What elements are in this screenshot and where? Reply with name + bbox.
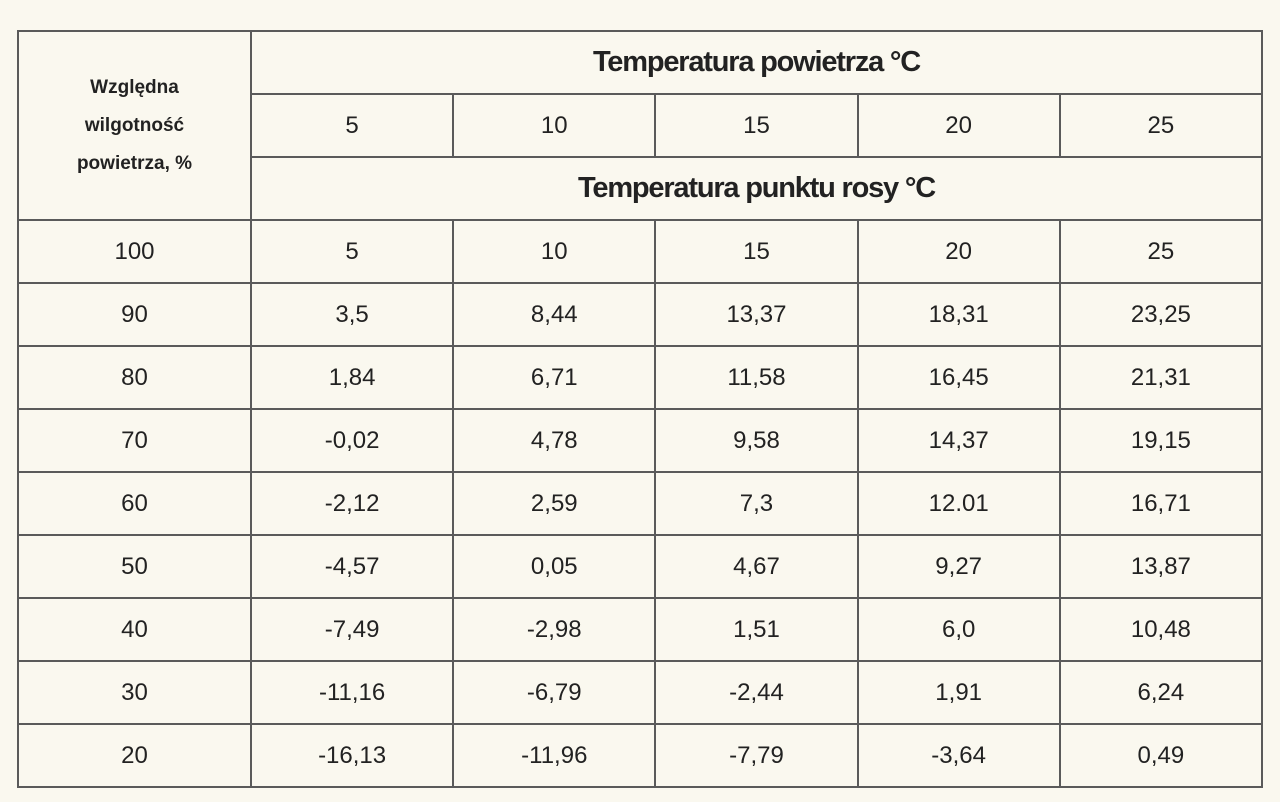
dew-point-cell: 25 bbox=[1058, 219, 1264, 284]
humidity-cell: 60 bbox=[17, 471, 252, 536]
dew-point-cell: 4,78 bbox=[452, 408, 657, 473]
dew-point-cell: -11,96 bbox=[452, 723, 657, 788]
data-row: 40 -7,49 -2,98 1,51 6,0 10,48 bbox=[17, 597, 1264, 662]
dew-point-cell: -2,12 bbox=[249, 471, 455, 536]
dew-point-cell: 7,3 bbox=[654, 471, 859, 536]
air-temp-cell: 20 bbox=[856, 93, 1061, 158]
data-row: 100 5 10 15 20 25 bbox=[17, 219, 1264, 284]
dew-point-cell: 16,71 bbox=[1058, 471, 1264, 536]
dew-point-cell: 9,27 bbox=[856, 534, 1061, 599]
dew-point-cell: -16,13 bbox=[249, 723, 455, 788]
dew-point-cell: 10 bbox=[452, 219, 657, 284]
data-row: 60 -2,12 2,59 7,3 12.01 16,71 bbox=[17, 471, 1264, 536]
dew-point-cell: -3,64 bbox=[856, 723, 1061, 788]
dew-point-cell: 6,24 bbox=[1058, 660, 1264, 725]
dew-title-row: Temperatura punktu rosy °C bbox=[18, 156, 1263, 221]
data-row: 70 -0,02 4,78 9,58 14,37 19,15 bbox=[17, 408, 1264, 473]
dew-title: Temperatura punktu rosy °C bbox=[250, 156, 1263, 221]
humidity-cell: 100 bbox=[17, 219, 252, 284]
dew-point-cell: -4,57 bbox=[249, 534, 455, 599]
dew-point-cell: 3,5 bbox=[249, 282, 455, 347]
humidity-cell: 20 bbox=[17, 723, 252, 788]
air-temp-title: Temperatura powietrza °C bbox=[250, 30, 1263, 95]
data-row: 80 1,84 6,71 11,58 16,45 21,31 bbox=[17, 345, 1264, 410]
humidity-cell: 80 bbox=[17, 345, 252, 410]
air-temp-cell: 25 bbox=[1058, 93, 1264, 158]
corner-header: Względna wilgotność powietrza, % bbox=[17, 30, 252, 221]
dew-point-cell: 13,37 bbox=[654, 282, 859, 347]
header-row: Względna wilgotność powietrza, % Tempera… bbox=[17, 30, 1263, 221]
dew-point-cell: -7,49 bbox=[249, 597, 455, 662]
dew-point-cell: 12.01 bbox=[856, 471, 1061, 536]
dew-point-cell: 2,59 bbox=[452, 471, 657, 536]
dew-point-cell: 19,15 bbox=[1058, 408, 1264, 473]
dew-point-cell: 14,37 bbox=[856, 408, 1061, 473]
air-temp-cell: 15 bbox=[654, 93, 859, 158]
data-row: 30 -11,16 -6,79 -2,44 1,91 6,24 bbox=[17, 660, 1264, 725]
dew-point-cell: 10,48 bbox=[1058, 597, 1264, 662]
dew-point-cell: 18,31 bbox=[856, 282, 1061, 347]
dew-point-cell: 1,84 bbox=[249, 345, 455, 410]
dew-point-cell: -6,79 bbox=[452, 660, 657, 725]
data-row: 20 -16,13 -11,96 -7,79 -3,64 0,49 bbox=[17, 723, 1264, 788]
humidity-cell: 30 bbox=[17, 660, 252, 725]
air-temp-row: 5 10 15 20 25 bbox=[18, 93, 1264, 158]
humidity-cell: 90 bbox=[17, 282, 252, 347]
dew-point-cell: -0,02 bbox=[249, 408, 455, 473]
dew-point-cell: 16,45 bbox=[856, 345, 1061, 410]
dew-point-cell: 21,31 bbox=[1058, 345, 1264, 410]
dew-point-cell: 6,0 bbox=[856, 597, 1061, 662]
data-row: 50 -4,57 0,05 4,67 9,27 13,87 bbox=[17, 534, 1264, 599]
dew-point-cell: 15 bbox=[654, 219, 859, 284]
air-temp-cell: 5 bbox=[249, 93, 455, 158]
data-row: 90 3,5 8,44 13,37 18,31 23,25 bbox=[17, 282, 1264, 347]
dew-point-cell: -2,98 bbox=[452, 597, 657, 662]
dew-point-cell: 11,58 bbox=[654, 345, 859, 410]
dew-point-cell: 13,87 bbox=[1058, 534, 1264, 599]
dew-point-cell: 0,05 bbox=[452, 534, 657, 599]
dew-point-cell: 1,91 bbox=[856, 660, 1061, 725]
humidity-cell: 70 bbox=[17, 408, 252, 473]
dew-point-cell: 23,25 bbox=[1058, 282, 1264, 347]
humidity-cell: 40 bbox=[17, 597, 252, 662]
dew-point-cell: -2,44 bbox=[654, 660, 859, 725]
dew-point-cell: 1,51 bbox=[654, 597, 859, 662]
dew-point-cell: 6,71 bbox=[452, 345, 657, 410]
dew-point-cell: 9,58 bbox=[654, 408, 859, 473]
dew-point-cell: -11,16 bbox=[249, 660, 455, 725]
dew-point-cell: 8,44 bbox=[452, 282, 657, 347]
humidity-cell: 50 bbox=[17, 534, 252, 599]
dew-point-cell: 20 bbox=[856, 219, 1061, 284]
dew-point-cell: -7,79 bbox=[654, 723, 859, 788]
dew-point-cell: 5 bbox=[249, 219, 455, 284]
dew-point-table: Względna wilgotność powietrza, % Tempera… bbox=[17, 30, 1264, 788]
dew-point-cell: 4,67 bbox=[654, 534, 859, 599]
air-temp-cell: 10 bbox=[452, 93, 657, 158]
dew-point-cell: 0,49 bbox=[1058, 723, 1264, 788]
